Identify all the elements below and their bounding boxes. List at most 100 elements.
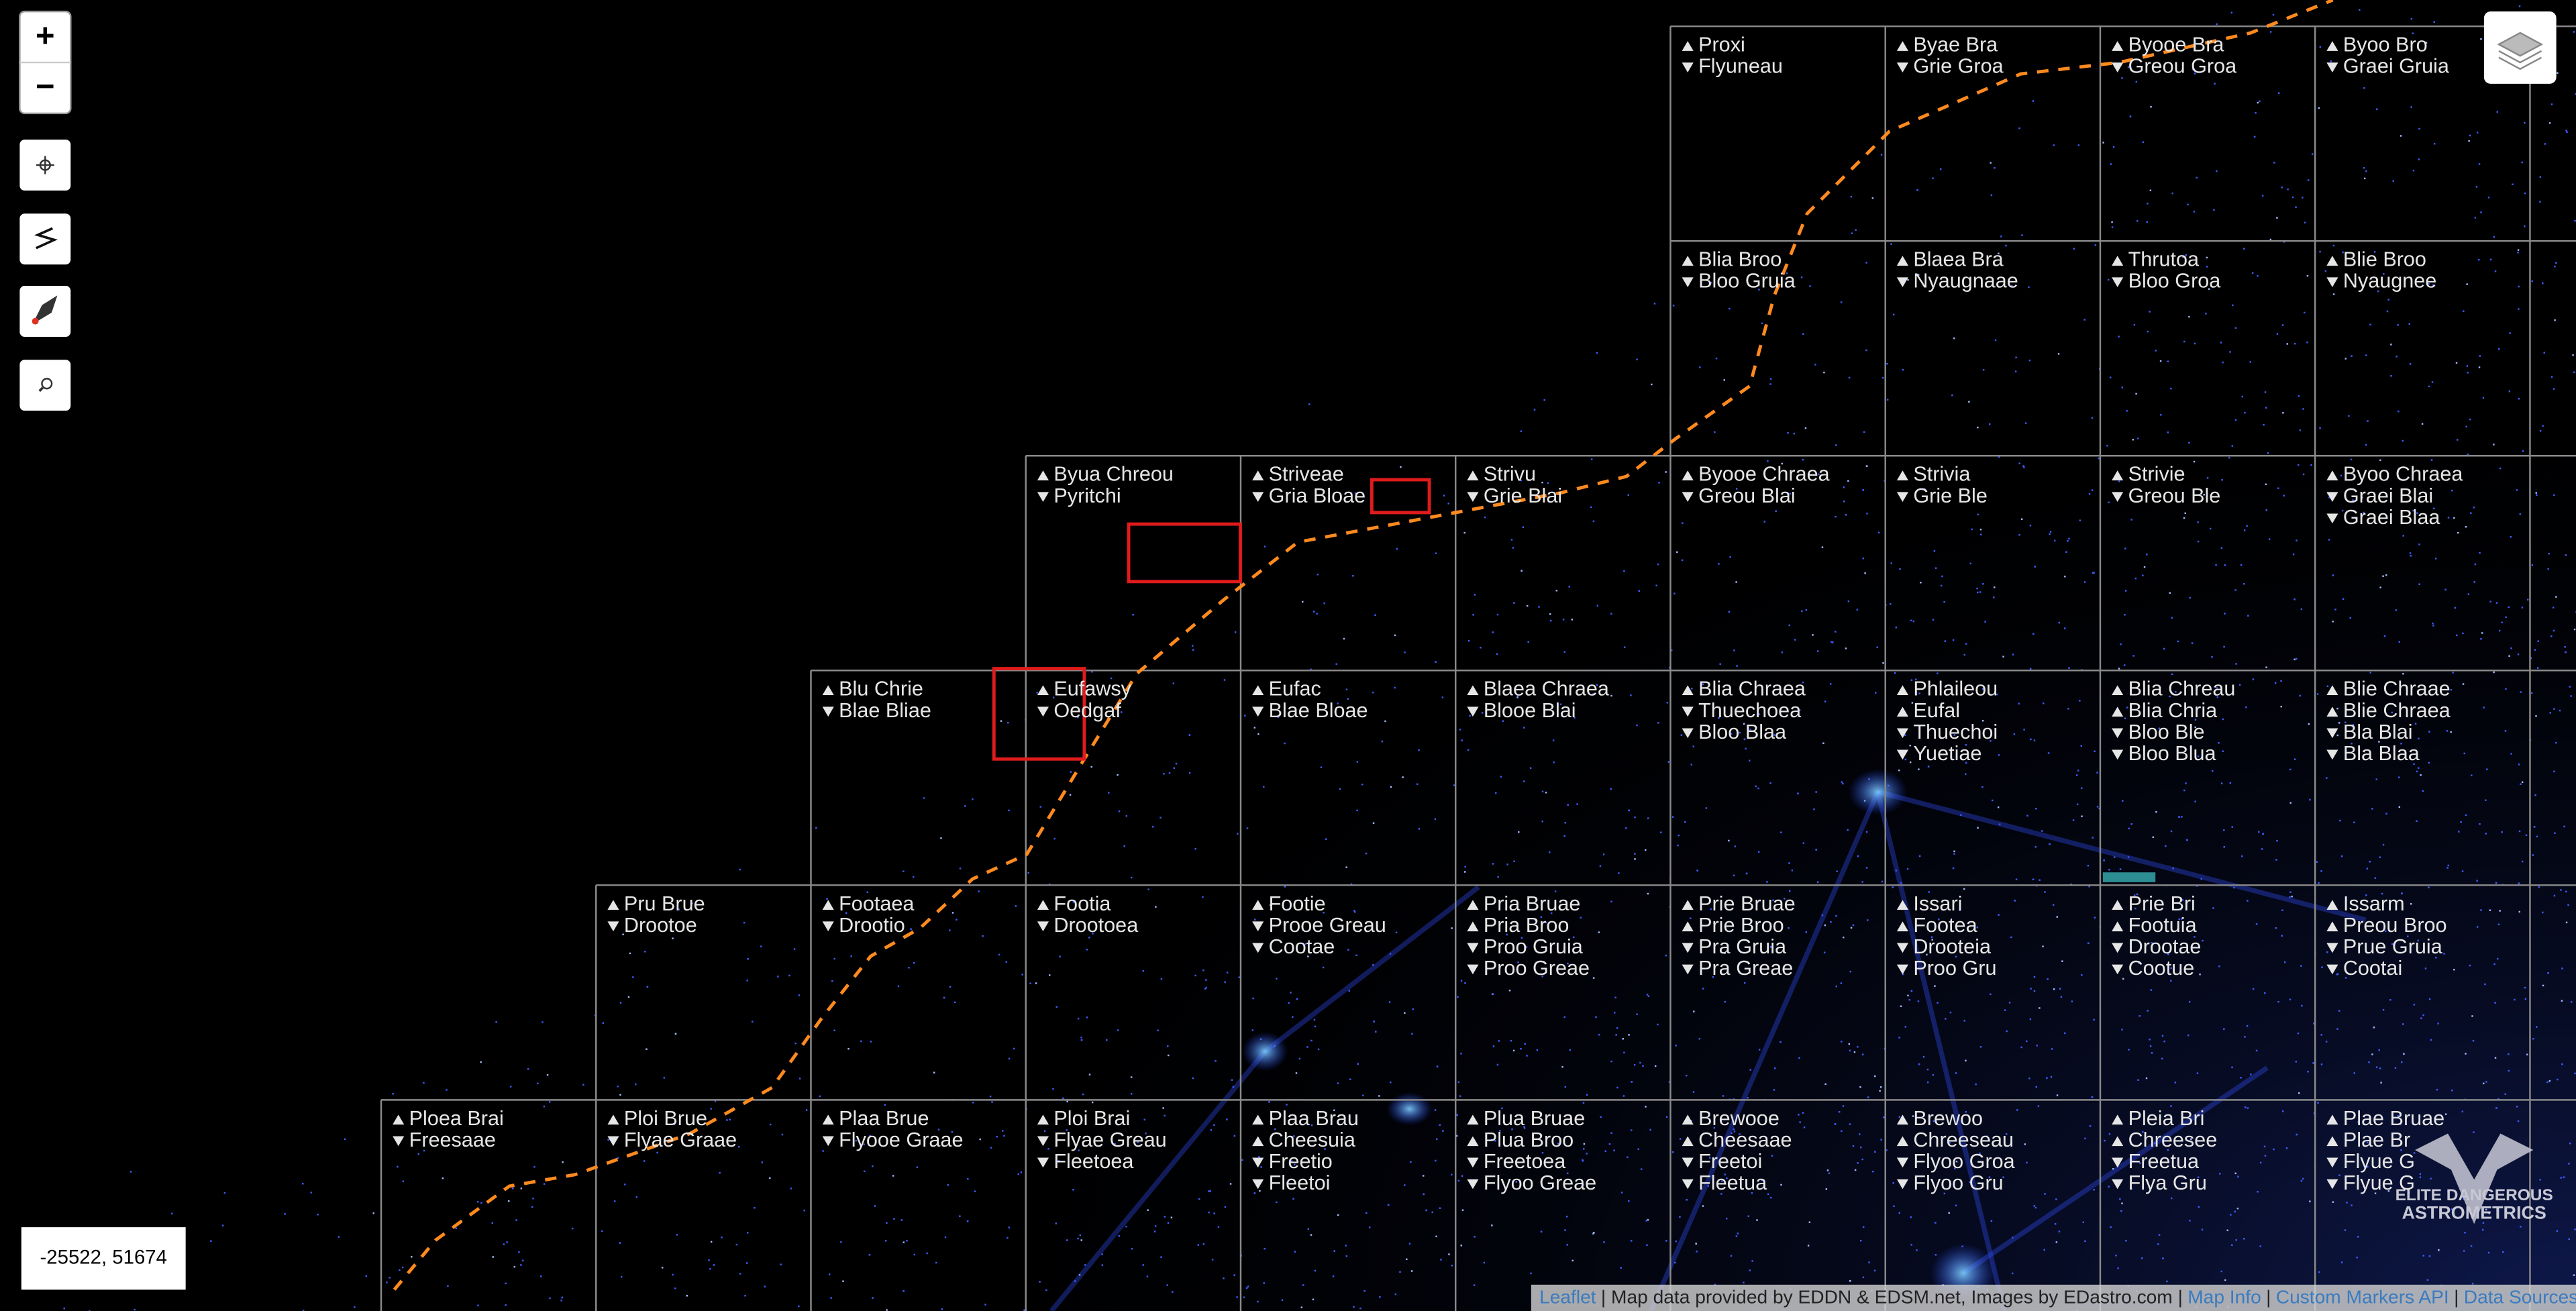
star [1599, 865, 1602, 868]
arrow-down [1252, 1157, 1264, 1168]
arrow-up [1682, 470, 1694, 480]
star [2463, 1250, 2465, 1252]
arrow-down [2326, 492, 2338, 503]
star [1460, 980, 1463, 982]
layers-button[interactable] [2483, 11, 2557, 84]
star [2251, 272, 2254, 274]
star [2462, 683, 2465, 685]
arrow-down [822, 1136, 834, 1147]
star [798, 1305, 800, 1308]
star [2132, 655, 2134, 657]
star [572, 1227, 574, 1230]
star [1835, 985, 1837, 988]
star [629, 952, 631, 955]
star [1647, 1218, 1649, 1221]
star [1761, 322, 1763, 325]
star [1590, 458, 1593, 460]
arrow-up [1467, 685, 1479, 696]
star [1603, 1241, 1605, 1243]
star [1525, 946, 1528, 948]
marker-box[interactable] [1127, 522, 1242, 584]
marker-box[interactable] [1370, 478, 1431, 515]
star [2088, 942, 2090, 944]
star [1969, 562, 1972, 565]
star [2259, 1245, 2261, 1247]
star [2106, 445, 2108, 447]
star [1685, 1074, 1688, 1077]
star [1847, 829, 1849, 831]
star [1566, 1244, 1568, 1246]
star [1979, 591, 1981, 593]
star [2247, 900, 2249, 902]
zoom-out[interactable]: − [36, 68, 55, 105]
star [1702, 988, 1704, 990]
star [1665, 954, 1667, 957]
star [447, 1285, 449, 1288]
star [1818, 473, 1820, 476]
marker-box[interactable] [992, 667, 1086, 761]
star [1733, 1131, 1736, 1133]
star [719, 1171, 721, 1174]
star [1402, 776, 1404, 778]
star [2130, 1188, 2132, 1190]
star [2367, 420, 2369, 422]
star [582, 1084, 584, 1086]
star [1142, 969, 1145, 972]
sector-name: Flyae Greau [1053, 1129, 1166, 1151]
star [2028, 286, 2030, 289]
star [1909, 761, 1912, 764]
star [2489, 909, 2491, 912]
arrow-down [1682, 706, 1694, 717]
star [1771, 1155, 1773, 1157]
rocket-button[interactable] [19, 286, 71, 337]
sector-name: Strivie [2128, 463, 2185, 486]
search-button[interactable] [19, 360, 71, 411]
star [2120, 643, 2122, 645]
star [2135, 392, 2137, 395]
arrow-up [1252, 900, 1264, 910]
star [2570, 695, 2572, 697]
star [1300, 1306, 1303, 1308]
link[interactable]: Data Sources [2464, 1287, 2576, 1308]
star [972, 798, 974, 800]
locate-button[interactable] [19, 140, 71, 191]
star [1345, 688, 1348, 690]
link[interactable]: Custom Markers API [2276, 1287, 2449, 1308]
star [1646, 994, 1649, 996]
sector-name: Byoo Bro [2343, 34, 2428, 56]
star [540, 1275, 542, 1277]
route-button[interactable] [19, 213, 71, 265]
star [2312, 153, 2314, 155]
star [2518, 398, 2520, 400]
sector-name: Plua Bruae [1484, 1107, 1585, 1130]
star [2510, 535, 2512, 538]
star [1879, 1090, 1881, 1092]
star [866, 891, 868, 894]
link[interactable]: Leaflet [1539, 1287, 1596, 1308]
star [2028, 360, 2031, 362]
star [338, 1236, 340, 1238]
star [2543, 352, 2545, 354]
button[interactable] [19, 213, 71, 265]
star [1877, 531, 1880, 534]
star [1447, 503, 1449, 505]
star [2281, 1110, 2284, 1112]
star [710, 1108, 712, 1110]
star [2326, 951, 2328, 953]
star [2246, 525, 2248, 527]
button[interactable] [19, 360, 71, 411]
star [2438, 1249, 2440, 1251]
star [1563, 835, 1566, 837]
link[interactable]: Map Info [2187, 1287, 2261, 1308]
sector-name: Blooe Blai [1484, 699, 1576, 722]
star [1481, 712, 1484, 714]
star [1922, 1055, 1925, 1058]
star [966, 1220, 969, 1222]
zoom-in[interactable]: + [36, 17, 55, 54]
star [1898, 1116, 1900, 1118]
arrow-down [1252, 706, 1264, 717]
star [2300, 608, 2303, 611]
star [2197, 755, 2200, 757]
star [1608, 1143, 1611, 1145]
